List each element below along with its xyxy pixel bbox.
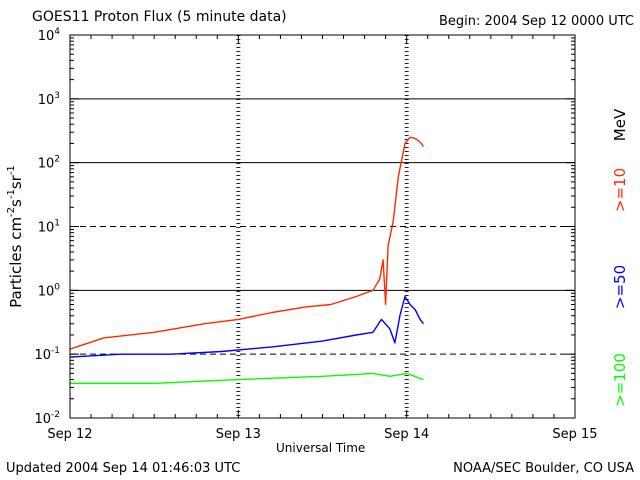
y-tick-label-4: 102 <box>38 155 60 172</box>
series-line-2 <box>70 372 424 384</box>
x-tick-label-1: Sep 13 <box>216 427 261 442</box>
series-line-1 <box>69 295 425 358</box>
y-axis-label-exponent: -1 <box>6 189 17 199</box>
x-tick-label-2: Sep 14 <box>384 427 429 442</box>
x-axis-ticks: Sep 12 Sep 13 Sep 14 Sep 15 <box>47 35 598 442</box>
x-tick-label-0: Sep 12 <box>47 427 92 442</box>
legend-label-series-0: >=10 <box>611 168 629 212</box>
begin-time-label: Begin: 2004 Sep 12 0000 UTC <box>438 14 634 29</box>
y-tick-label-2: 100 <box>38 282 61 299</box>
chart-title: GOES11 Proton Flux (5 minute data) <box>32 9 287 25</box>
y-axis-ticks: 10-2 10-1 100 101 102 103 104 <box>34 27 575 427</box>
y-tick-label-6: 104 <box>38 27 61 44</box>
legend-label-series-2: >=100 <box>611 353 629 407</box>
credit-label: NOAA/SEC Boulder, CO USA <box>453 461 634 476</box>
y-axis-label-part: s <box>7 199 25 207</box>
y-axis-label-part: Particles cm <box>7 217 25 308</box>
series-lines <box>69 136 425 384</box>
legend: MeV >=10 >=50 >=100 <box>611 108 629 407</box>
x-axis-label: Universal Time <box>276 441 366 455</box>
updated-timestamp: Updated 2004 Sep 14 01:46:03 UTC <box>6 461 241 476</box>
series-line-0 <box>69 136 425 350</box>
y-tick-label-0: 10-2 <box>34 410 60 427</box>
y-tick-label-1: 10-1 <box>34 346 60 363</box>
y-axis-label-part: sr <box>7 174 25 189</box>
x-tick-label-3: Sep 15 <box>552 427 597 442</box>
legend-label-series-1: >=50 <box>611 265 629 309</box>
grid-lines <box>70 98 575 355</box>
y-tick-label-5: 103 <box>38 91 60 108</box>
y-axis-label-exponent: -1 <box>6 165 17 175</box>
y-tick-label-3: 101 <box>38 219 60 236</box>
y-axis-label-exponent: -2 <box>6 207 17 217</box>
legend-unit-label: MeV <box>611 108 629 141</box>
y-axis-label: Particles cm-2s-1sr-1 <box>6 165 25 308</box>
